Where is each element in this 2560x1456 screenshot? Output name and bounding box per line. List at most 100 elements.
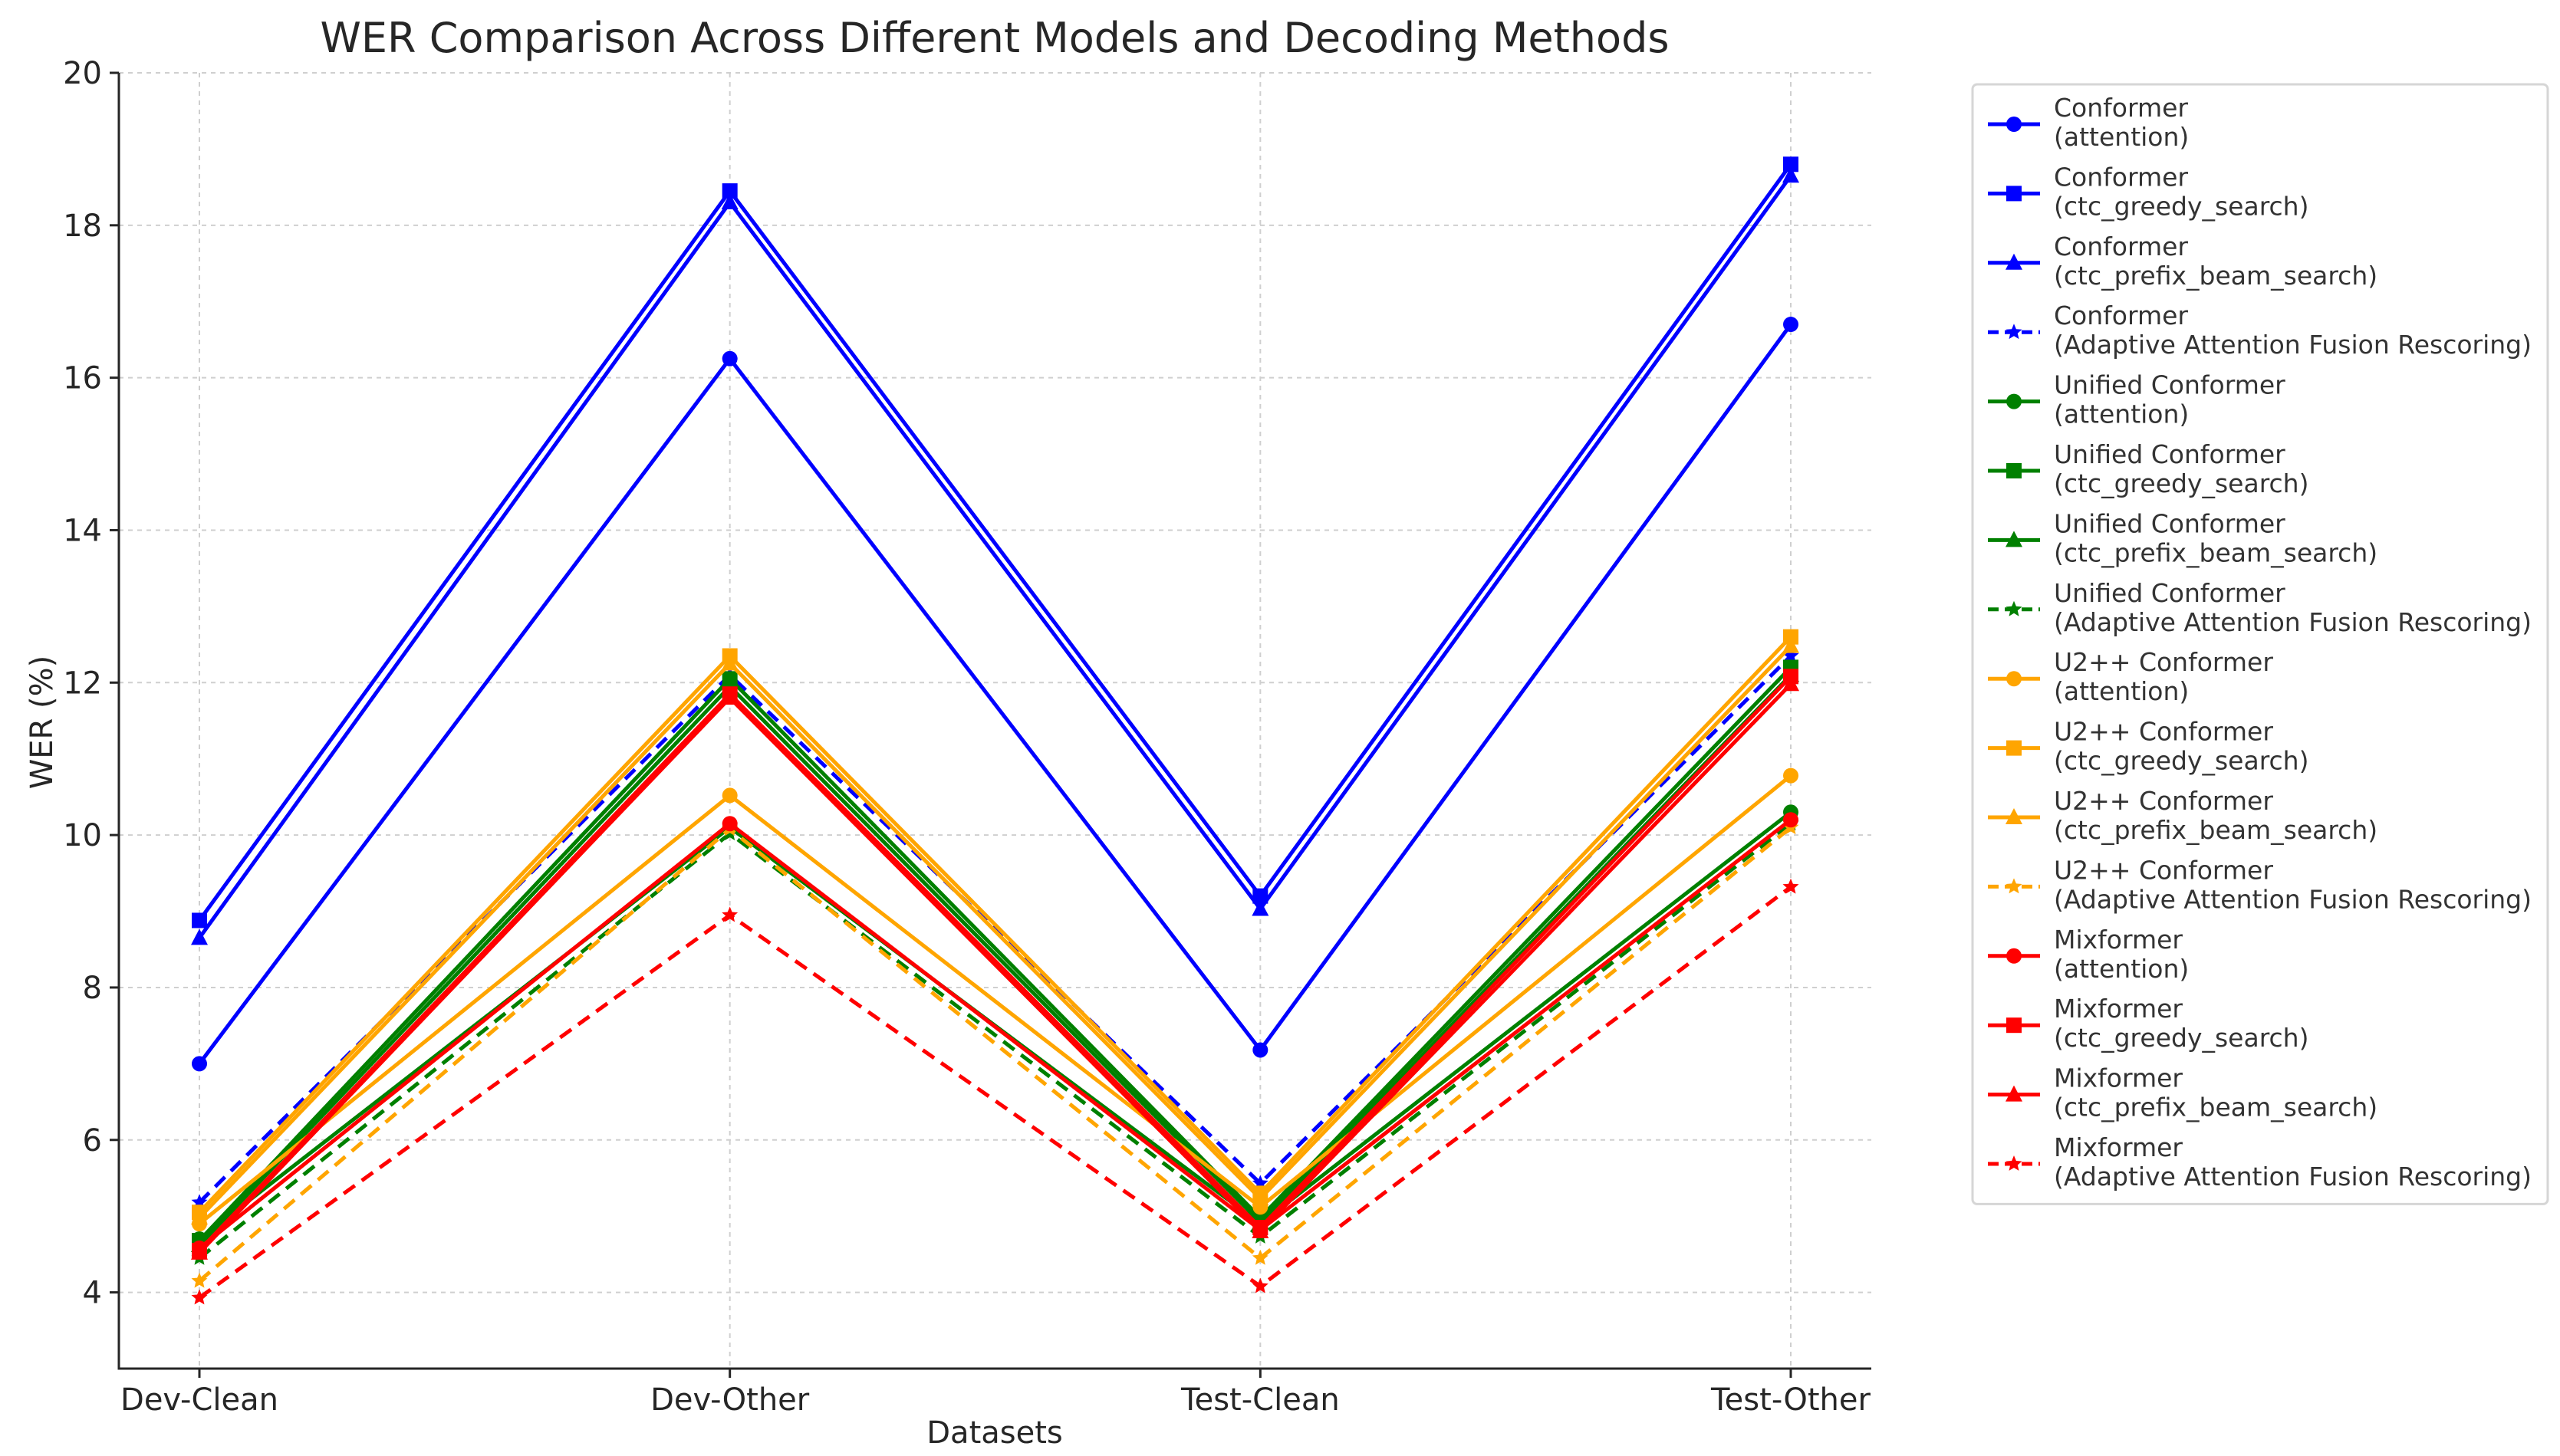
data-point-marker xyxy=(191,1208,208,1225)
legend-model-label: Conformer xyxy=(2054,232,2188,261)
legend-marker-swatch xyxy=(2006,253,2022,270)
data-point-marker xyxy=(722,816,738,832)
data-point-marker xyxy=(1252,888,1268,904)
legend-entry: Mixformer(Adaptive Attention Fusion Resc… xyxy=(1988,1132,2532,1191)
y-tick-label: 8 xyxy=(83,971,102,1006)
grid-lines xyxy=(119,72,1871,1369)
data-point-marker xyxy=(1782,675,1799,692)
series-line xyxy=(198,675,1792,1252)
series-line xyxy=(198,682,1792,1254)
x-tick-label: Dev-Clean xyxy=(120,1382,278,1418)
legend-model-label: Conformer xyxy=(2054,301,2188,330)
legend-model-label: U2++ Conformer xyxy=(2054,717,2273,747)
legend-entry: Mixformer(attention) xyxy=(1988,925,2189,984)
legend-model-label: Mixformer xyxy=(2054,1063,2183,1093)
legend-marker-swatch xyxy=(2006,671,2022,687)
legend-entry: Mixformer(ctc_greedy_search) xyxy=(1988,994,2308,1053)
y-tick-label: 6 xyxy=(83,1123,102,1159)
legend-entry: Unified Conformer(Adaptive Attention Fus… xyxy=(1988,578,2532,637)
series-15 xyxy=(191,878,1799,1305)
legend-method-label: (ctc_prefix_beam_search) xyxy=(2054,1093,2377,1122)
legend-method-label: (ctc_greedy_search) xyxy=(2054,1023,2308,1053)
legend-entry: U2++ Conformer(ctc_prefix_beam_search) xyxy=(1988,786,2377,845)
legend-model-label: Unified Conformer xyxy=(2054,508,2285,538)
data-point-marker xyxy=(1252,1042,1268,1058)
series-0 xyxy=(192,317,1798,1072)
legend-box xyxy=(1971,83,2549,1205)
series-10 xyxy=(191,636,1799,1225)
series-line xyxy=(198,818,1792,1250)
legend-marker-swatch xyxy=(2006,600,2022,616)
y-tick-label: 10 xyxy=(63,818,102,853)
y-axis-label: WER (%) xyxy=(25,656,60,790)
data-point-marker xyxy=(1782,647,1799,663)
legend-entry: Conformer(ctc_prefix_beam_search) xyxy=(1988,232,2377,291)
series-line xyxy=(197,163,1793,922)
series-2 xyxy=(191,166,1799,945)
legend-method-label: (ctc_greedy_search) xyxy=(2054,468,2308,498)
data-point-marker xyxy=(191,1243,208,1260)
y-tick-label: 14 xyxy=(63,513,102,548)
legend-marker-swatch xyxy=(2006,1155,2022,1171)
data-point-marker xyxy=(1252,1189,1269,1206)
legend-model-label: Conformer xyxy=(2054,93,2188,123)
legend-model-label: U2++ Conformer xyxy=(2054,786,2273,816)
legend-marker-swatch xyxy=(2006,1085,2022,1102)
series-14 xyxy=(191,675,1799,1260)
data-point-marker xyxy=(722,787,738,804)
data-point-marker xyxy=(192,912,207,928)
legend-model-label: U2++ Conformer xyxy=(2054,647,2273,677)
series-1 xyxy=(192,156,1798,928)
series-line xyxy=(197,174,1793,939)
legend-method-label: (attention) xyxy=(2054,676,2189,706)
data-point-marker xyxy=(721,193,739,209)
y-tick-label: 4 xyxy=(83,1276,102,1311)
legend-model-label: Mixformer xyxy=(2054,1132,2183,1162)
legend-marker-swatch xyxy=(2006,808,2022,824)
legend-model-label: Unified Conformer xyxy=(2054,578,2285,608)
legend-marker-swatch xyxy=(2006,531,2022,547)
legend-method-label: (ctc_greedy_search) xyxy=(2054,746,2308,776)
data-point-marker xyxy=(1252,1222,1269,1239)
legend-method-label: (ctc_prefix_beam_search) xyxy=(2054,261,2377,291)
legend-method-label: (Adaptive Attention Fusion Rescoring) xyxy=(2054,884,2532,914)
legend-entry: U2++ Conformer(Adaptive Attention Fusion… xyxy=(1988,855,2532,914)
data-point-marker xyxy=(722,350,738,366)
x-axis-label: Datasets xyxy=(926,1415,1062,1451)
axes: 4 6 8 10 12 14 16 18 20 Dev-Clean Dev-Other Test-Cl… xyxy=(63,56,1871,1418)
data-point-marker xyxy=(1783,156,1798,173)
data-point-marker xyxy=(192,1056,207,1072)
series-line xyxy=(198,673,1792,1247)
legend-method-label: (Adaptive Attention Fusion Rescoring) xyxy=(2054,330,2532,360)
legend-entry: Mixformer(ctc_prefix_beam_search) xyxy=(1988,1063,2377,1122)
legend-model-label: Mixformer xyxy=(2054,994,2183,1024)
legend-method-label: (ctc_prefix_beam_search) xyxy=(2054,537,2377,567)
data-point-marker xyxy=(1252,1249,1268,1265)
legend-model-label: Mixformer xyxy=(2054,925,2183,955)
legend-entry: Unified Conformer(attention) xyxy=(1988,370,2285,429)
series-line xyxy=(198,323,1793,1065)
legend-marker-swatch xyxy=(2006,186,2022,202)
data-point-marker xyxy=(1783,812,1798,828)
legend-entry: U2++ Conformer(ctc_greedy_search) xyxy=(1988,717,2308,776)
series-line xyxy=(198,666,1792,1242)
legend-entry: Conformer(ctc_greedy_search) xyxy=(1988,162,2308,221)
legend-model-label: Unified Conformer xyxy=(2054,439,2285,469)
legend-marker-swatch xyxy=(2006,740,2022,756)
legend-method-label: (ctc_prefix_beam_search) xyxy=(2054,815,2377,845)
y-tick-label: 16 xyxy=(63,361,102,396)
x-tick-label: Test-Other xyxy=(1710,1382,1871,1418)
series-line xyxy=(198,822,1792,1260)
y-tick-label: 20 xyxy=(63,56,102,91)
legend-method-label: (Adaptive Attention Fusion Rescoring) xyxy=(2054,607,2532,637)
legend-entry: Conformer(Adaptive Attention Fusion Resc… xyxy=(1988,301,2532,360)
legend-entry: Unified Conformer(ctc_prefix_beam_search… xyxy=(1988,508,2377,567)
chart-title: WER Comparison Across Different Models a… xyxy=(321,14,1670,62)
data-point-marker xyxy=(1782,636,1799,653)
data-point-marker xyxy=(1783,767,1798,784)
data-point-marker xyxy=(1252,1277,1268,1293)
legend-marker-swatch xyxy=(2006,117,2022,132)
data-point-marker xyxy=(1252,899,1269,916)
legend-entry: Unified Conformer(ctc_greedy_search) xyxy=(1988,439,2308,498)
legend-marker-swatch xyxy=(2006,324,2022,340)
